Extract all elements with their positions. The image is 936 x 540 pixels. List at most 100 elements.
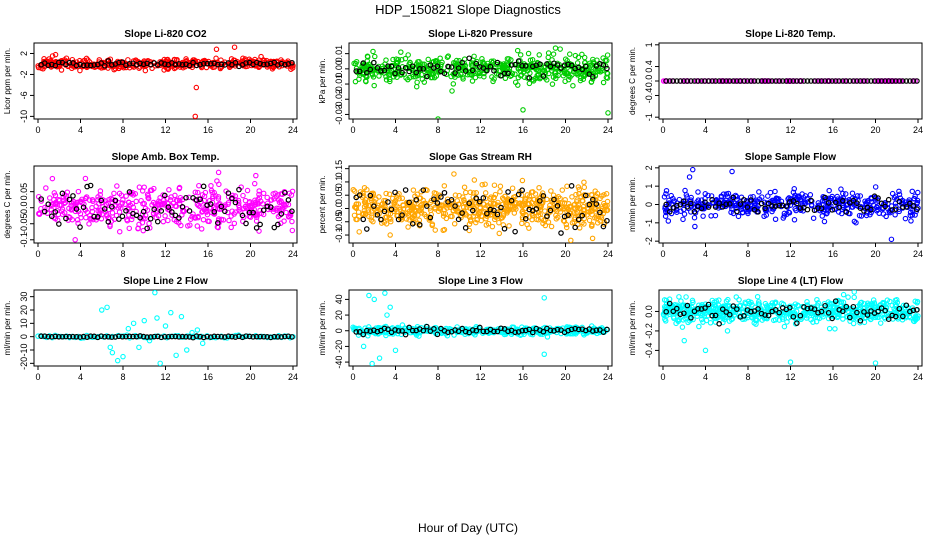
overlay-point — [501, 225, 508, 232]
x-tick-label: 12 — [475, 125, 485, 135]
overlay-point — [385, 326, 391, 333]
data-point — [530, 78, 537, 84]
y-tick-label: -0.1 — [19, 232, 29, 248]
overlay-point — [434, 331, 441, 338]
overlay-point — [896, 305, 903, 312]
x-tick-label: 12 — [785, 249, 795, 259]
overlay-point — [59, 333, 66, 340]
overlay-point — [494, 59, 501, 66]
data-point — [489, 74, 495, 80]
data-point — [599, 205, 606, 212]
overlay-point — [48, 213, 55, 220]
data-point — [49, 175, 56, 182]
overlay-point — [469, 327, 476, 333]
overlay-point — [540, 328, 547, 335]
y-tick-label: -0.05 — [19, 213, 29, 234]
overlay-point — [218, 203, 225, 210]
data-point — [176, 197, 183, 204]
data-point — [753, 321, 759, 327]
overlay-point — [452, 203, 458, 209]
overlay-point — [590, 74, 596, 80]
data-point — [906, 197, 912, 203]
data-point — [589, 235, 596, 242]
overlay-point — [681, 310, 687, 317]
data-point — [735, 213, 742, 220]
data-point — [83, 55, 90, 62]
overlay-point — [857, 205, 864, 211]
data-point — [567, 68, 573, 74]
data-point — [581, 179, 587, 186]
overlay-point — [765, 78, 772, 84]
data-point — [243, 205, 249, 211]
overlay-point — [568, 62, 575, 69]
data-point — [491, 182, 498, 188]
overlay-point — [179, 204, 186, 210]
y-axis-label: ml/min per min. — [628, 177, 637, 232]
plot-frame — [33, 42, 298, 120]
overlay-point — [688, 78, 694, 84]
data-point — [496, 219, 502, 226]
overlay-point — [232, 199, 239, 206]
overlay-point — [360, 331, 367, 338]
overlay-point — [424, 323, 430, 330]
overlay-point — [416, 221, 423, 228]
data-point — [469, 78, 476, 84]
data-point — [700, 213, 706, 219]
data-point — [574, 197, 580, 203]
data-point — [826, 187, 832, 194]
overlay-point — [406, 68, 412, 75]
y-tick-label: 0.4 — [644, 60, 654, 73]
data-point-outlier — [193, 84, 200, 91]
data-point — [579, 51, 585, 58]
data-point — [460, 76, 466, 82]
overlay-point — [161, 61, 168, 67]
overlay-point — [112, 334, 119, 340]
overlay-point — [691, 208, 698, 215]
data-point — [840, 190, 846, 197]
data-point — [581, 221, 587, 227]
overlay-point — [200, 334, 207, 341]
data-point — [376, 194, 382, 200]
data-point — [825, 203, 831, 209]
data-point — [723, 191, 730, 197]
data-point — [600, 55, 606, 61]
x-tick-label: 24 — [288, 372, 298, 382]
data-point — [225, 199, 232, 206]
overlay-point — [712, 204, 719, 210]
data-point — [515, 66, 522, 72]
data-point — [38, 198, 45, 204]
data-point — [246, 198, 253, 205]
data-point — [77, 198, 84, 204]
data-point — [220, 217, 227, 223]
overlay-point — [218, 61, 225, 68]
data-point — [665, 201, 672, 207]
overlay-point — [505, 70, 511, 77]
data-point — [470, 190, 477, 196]
x-tick-label: 16 — [203, 372, 213, 382]
data-point — [162, 213, 168, 219]
overlay-point — [116, 333, 122, 340]
overlay-point — [66, 196, 73, 203]
overlay-point — [385, 199, 391, 205]
data-point — [368, 64, 374, 70]
data-point-outlier — [213, 46, 220, 53]
data-point-outlier — [154, 315, 160, 321]
data-point — [900, 302, 907, 309]
data-point — [899, 317, 906, 323]
overlay-point — [726, 78, 733, 84]
data-point — [200, 216, 207, 223]
data-point — [211, 189, 217, 196]
data-point-outlier — [192, 113, 198, 119]
data-point — [726, 303, 733, 309]
overlay-point — [363, 69, 370, 76]
overlay-point — [730, 194, 737, 201]
data-point — [589, 223, 595, 229]
overlay-point — [597, 209, 603, 216]
data-point — [597, 69, 604, 75]
data-point — [450, 81, 457, 87]
data-point — [472, 74, 479, 81]
x-tick-label: 16 — [518, 249, 528, 259]
overlay-point — [885, 78, 892, 84]
overlay-point — [271, 333, 278, 340]
overlay-point — [406, 324, 412, 331]
